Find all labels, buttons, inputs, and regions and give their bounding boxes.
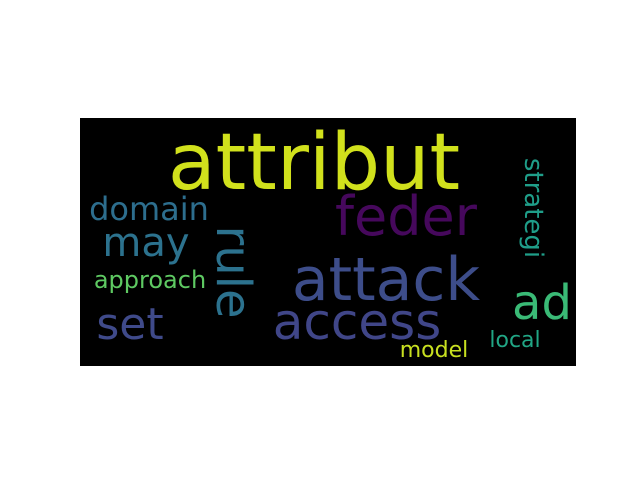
word-local: local — [489, 328, 541, 353]
word-domain: domain — [89, 190, 209, 228]
word-feder: feder — [335, 185, 477, 248]
word-may: may — [102, 220, 190, 266]
word-model: model — [399, 338, 469, 363]
word-set: set — [96, 299, 164, 350]
word-attribut: attribut — [167, 118, 461, 208]
word-cloud: attribut feder attack access rule domain… — [80, 118, 576, 366]
word-access: access — [272, 293, 442, 351]
word-strategi: strategi — [518, 157, 548, 259]
word-attack: attack — [291, 245, 481, 315]
word-ad: ad — [512, 275, 572, 331]
word-approach: approach — [93, 266, 207, 294]
word-rule: rule — [205, 225, 261, 319]
